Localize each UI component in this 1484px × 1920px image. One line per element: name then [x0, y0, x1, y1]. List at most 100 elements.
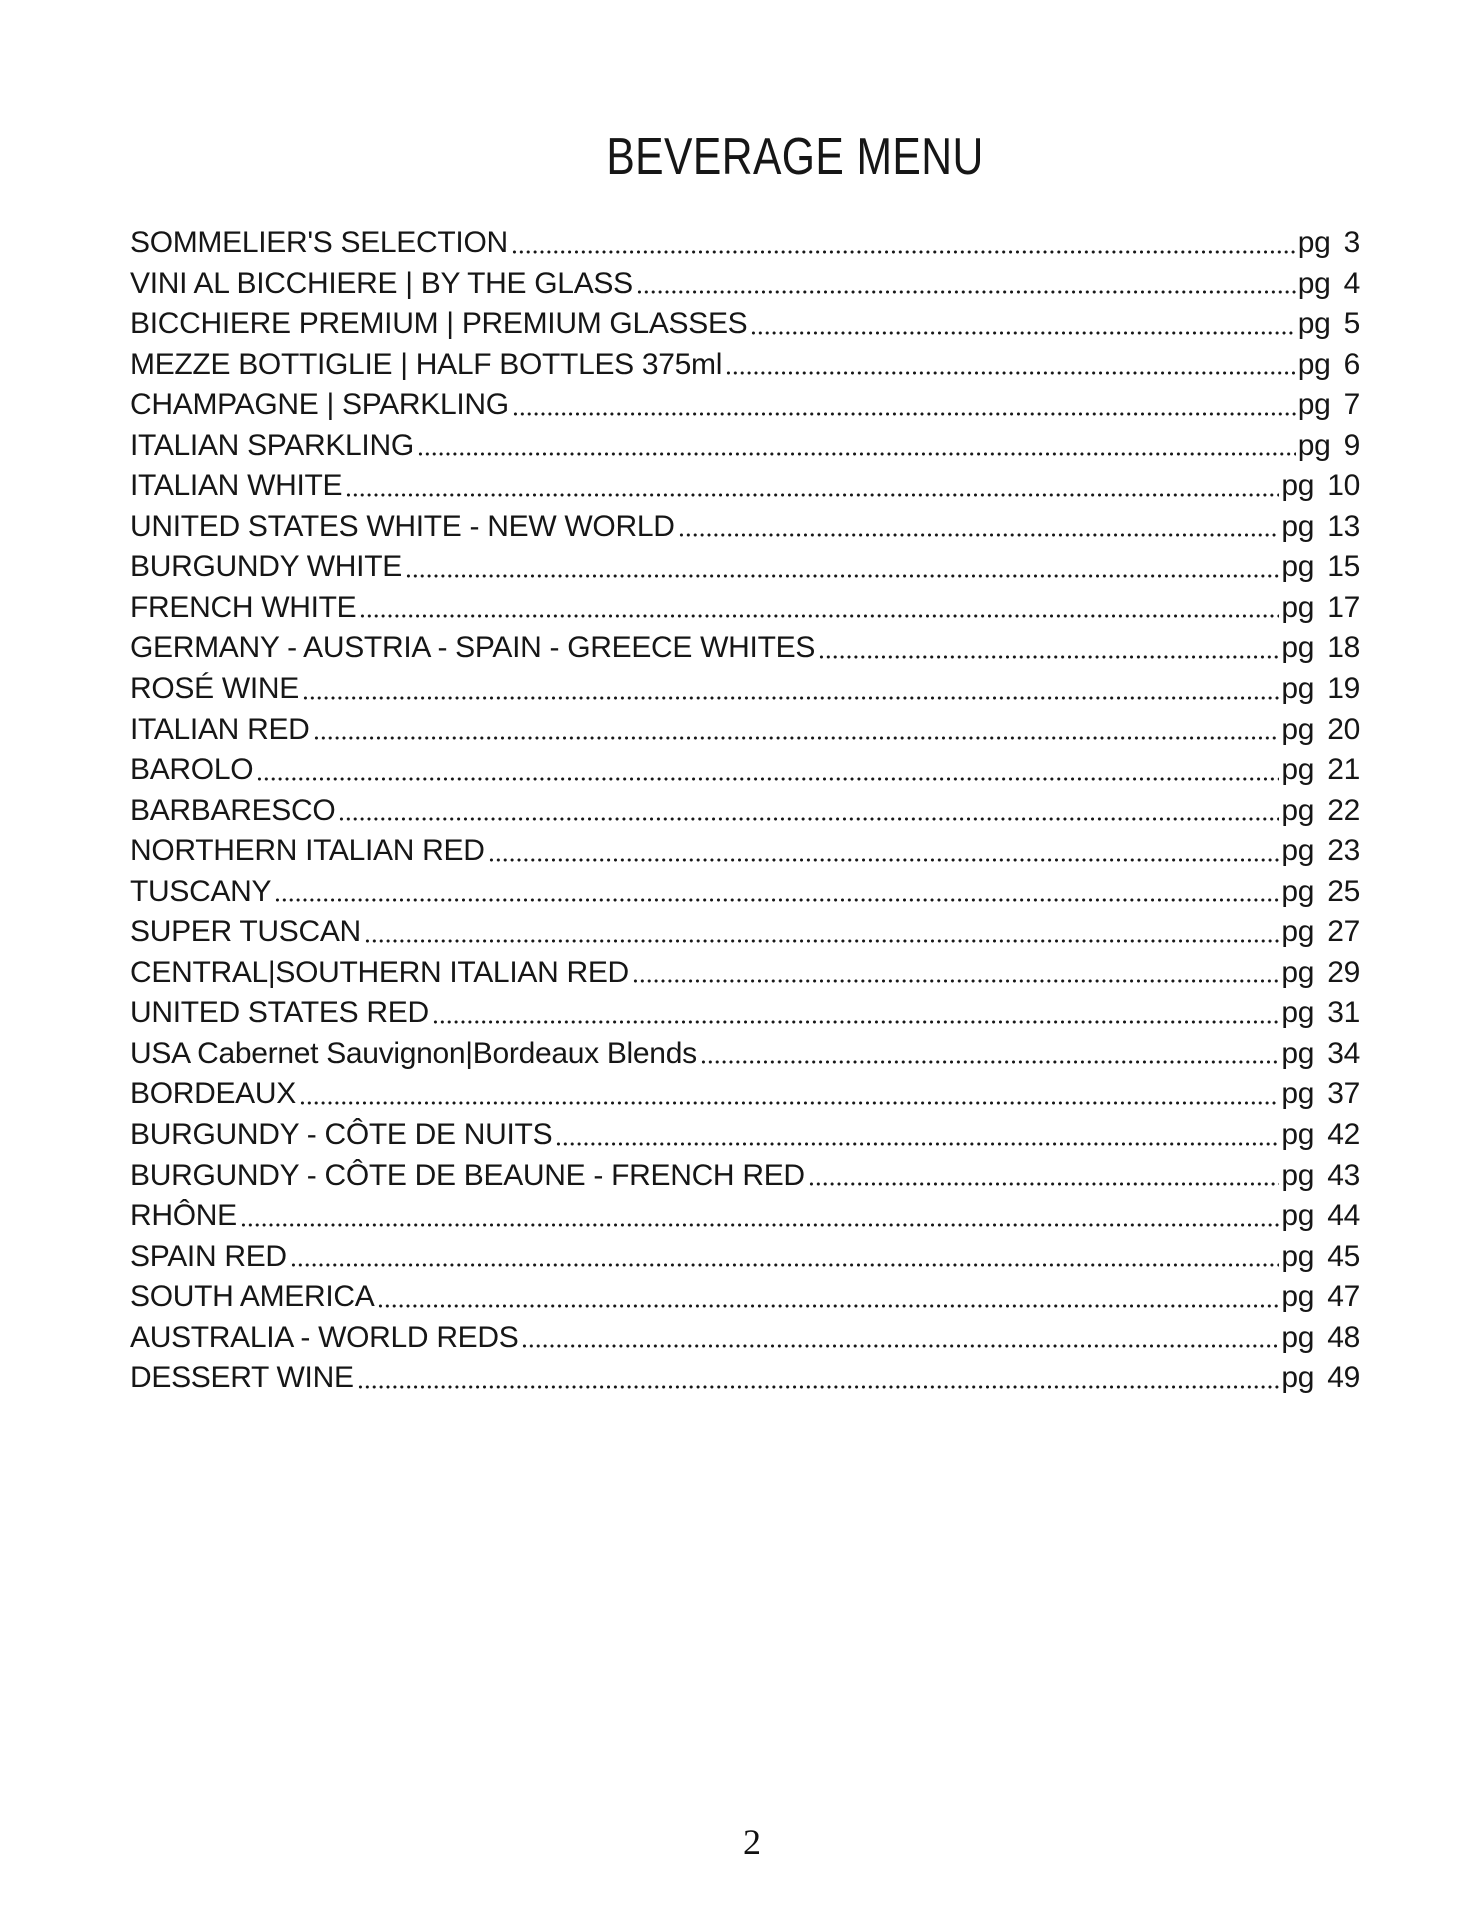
dot-leader	[362, 912, 1280, 953]
toc-entry-page: pg 48	[1281, 1320, 1360, 1354]
toc-entry-label: TUSCANY	[130, 874, 272, 908]
toc-entry[interactable]: CHAMPAGNE | SPARKLING pg 7	[130, 385, 1360, 426]
toc-entry-label: RHÔNE	[130, 1199, 237, 1233]
dot-leader	[676, 506, 1280, 548]
toc-entry[interactable]: UNITED STATES WHITE - NEW WORLD pg 13	[130, 506, 1360, 548]
toc-entry-label: BURGUNDY WHITE	[130, 550, 402, 584]
dot-leader	[311, 709, 1280, 751]
toc-entry[interactable]: UNITED STATES RED pg 31	[130, 993, 1360, 1034]
toc-entry-page: pg 49	[1281, 1361, 1360, 1395]
toc-entry[interactable]: BICCHIERE PREMIUM | PREMIUM GLASSES pg 5	[130, 304, 1360, 345]
toc-entry-page: pg 29	[1281, 955, 1360, 989]
toc-entry[interactable]: BURGUNDY WHITE pg 15	[130, 547, 1360, 588]
toc-entry-page: pg 45	[1281, 1239, 1360, 1273]
toc-entry-page: pg 19	[1281, 672, 1360, 706]
toc-entry-page: pg 42	[1281, 1118, 1360, 1152]
toc-entry-label: CENTRAL|SOUTHERN ITALIAN RED	[130, 955, 629, 989]
toc-entry-page: pg 37	[1281, 1077, 1360, 1111]
toc-entry-page: pg 17	[1281, 590, 1360, 624]
toc-entry[interactable]: ITALIAN SPARKLING pg 9	[130, 425, 1361, 467]
toc-entry[interactable]: BAROLO pg 21	[130, 750, 1360, 791]
toc-entry-label: UNITED STATES RED	[130, 996, 429, 1030]
toc-entry-page: pg 9	[1297, 428, 1361, 462]
dot-leader	[344, 466, 1280, 507]
dot-leader	[355, 1358, 1280, 1399]
toc-entry-page: pg 27	[1281, 915, 1360, 949]
toc-entry-page: pg 22	[1281, 793, 1360, 827]
toc-entry[interactable]: CENTRAL|SOUTHERN ITALIAN RED pg 29	[130, 952, 1360, 994]
toc-entry-label: BAROLO	[130, 753, 254, 787]
dot-leader	[300, 669, 1280, 710]
dot-leader	[698, 1033, 1280, 1075]
toc-entry-page: pg 47	[1281, 1280, 1360, 1314]
toc-entry[interactable]: ROSÉ WINE pg 19	[130, 669, 1360, 710]
toc-entry-label: ITALIAN RED	[130, 712, 310, 746]
toc-entry[interactable]: USA Cabernet Sauvignon|Bordeaux Blends p…	[130, 1033, 1360, 1075]
toc-entry-label: ITALIAN WHITE	[130, 469, 343, 503]
dot-leader	[510, 385, 1296, 426]
toc-entry-label: BURGUNDY - CÔTE DE BEAUNE - FRENCH RED	[130, 1158, 805, 1192]
dot-leader	[634, 263, 1296, 305]
toc-entry-label: CHAMPAGNE | SPARKLING	[130, 388, 509, 422]
toc-entry[interactable]: BURGUNDY - CÔTE DE NUITS pg 42	[130, 1115, 1360, 1156]
page-title: BEVERAGE MENU	[606, 128, 984, 186]
toc-entry[interactable]: RHÔNE pg 44	[130, 1196, 1360, 1237]
toc-entry[interactable]: SOUTH AMERICA pg 47	[130, 1277, 1360, 1318]
toc-entry[interactable]: VINI AL BICCHIERE | BY THE GLASS pg 4	[130, 263, 1360, 305]
dot-leader	[509, 223, 1296, 264]
toc-entry-label: BICCHIERE PREMIUM | PREMIUM GLASSES	[130, 307, 748, 341]
page-number-footer: 2	[10, 1822, 1484, 1862]
toc-entry-label: SOUTH AMERICA	[130, 1280, 375, 1314]
toc-entry-page: pg 34	[1281, 1036, 1360, 1070]
dot-leader	[288, 1236, 1280, 1278]
toc-entry[interactable]: SOMMELIER'S SELECTION pg 3	[130, 223, 1360, 264]
toc-entry-page: pg 43	[1281, 1158, 1360, 1192]
toc-entry[interactable]: ITALIAN WHITE pg 10	[130, 466, 1360, 507]
toc-entry-page: pg 13	[1281, 509, 1360, 543]
toc-entry-page: pg 7	[1297, 388, 1361, 422]
toc-entry-page: pg 3	[1297, 226, 1361, 259]
toc-entry-label: BURGUNDY - CÔTE DE NUITS	[130, 1118, 553, 1152]
toc-entry-page: pg 10	[1281, 469, 1360, 503]
toc-entry-label: SOMMELIER'S SELECTION	[130, 226, 508, 259]
toc-entry-page: pg 23	[1281, 834, 1360, 868]
dot-leader	[724, 344, 1296, 386]
toc-entry[interactable]: BURGUNDY - CÔTE DE BEAUNE - FRENCH RED p…	[130, 1155, 1360, 1197]
toc-entry-label: VINI AL BICCHIERE | BY THE GLASS	[130, 266, 633, 300]
toc-entry-label: UNITED STATES WHITE - NEW WORLD	[130, 509, 675, 543]
toc-entry[interactable]: GERMANY - AUSTRIA - SPAIN - GREECE WHITE…	[130, 628, 1360, 670]
toc-entry-page: pg 31	[1281, 996, 1360, 1030]
toc-entry-label: NORTHERN ITALIAN RED	[130, 834, 485, 868]
toc-entry[interactable]: AUSTRALIA - WORLD REDS pg 48	[130, 1317, 1360, 1359]
toc-entry[interactable]: NORTHERN ITALIAN RED pg 23	[130, 831, 1360, 872]
toc-entry-page: pg 44	[1281, 1199, 1360, 1233]
toc-entry[interactable]: TUSCANY pg 25	[130, 871, 1360, 913]
toc-entry-label: DESSERT WINE	[130, 1361, 354, 1395]
toc-entry-label: BORDEAUX	[130, 1077, 296, 1111]
dot-leader	[520, 1317, 1280, 1359]
dot-leader	[486, 831, 1280, 872]
dot-leader	[806, 1155, 1280, 1197]
toc-entry-label: MEZZE BOTTIGLIE | HALF BOTTLES 375ml	[130, 347, 723, 381]
dot-leader	[554, 1115, 1280, 1156]
dot-leader	[337, 790, 1280, 832]
toc-entry[interactable]: DESSERT WINE pg 49	[130, 1358, 1360, 1399]
toc-entry[interactable]: SUPER TUSCAN pg 27	[130, 912, 1360, 953]
toc-entry-label: SUPER TUSCAN	[130, 915, 361, 949]
dot-leader	[630, 952, 1280, 994]
dot-leader	[297, 1074, 1280, 1116]
toc-entry[interactable]: BORDEAUX pg 37	[130, 1074, 1360, 1116]
table-of-contents: SOMMELIER'S SELECTION pg 3 VINI AL BICCH…	[130, 223, 1360, 1399]
dot-leader	[749, 304, 1296, 345]
toc-entry-label: ITALIAN SPARKLING	[130, 428, 414, 462]
toc-entry-label: USA Cabernet Sauvignon|Bordeaux Blends	[130, 1036, 697, 1070]
toc-entry[interactable]: SPAIN RED pg 45	[130, 1236, 1360, 1278]
toc-entry-page: pg 15	[1281, 550, 1360, 584]
toc-entry[interactable]: ITALIAN RED pg 20	[130, 709, 1360, 751]
toc-entry-page: pg 25	[1281, 874, 1360, 908]
page-number: 2	[743, 1822, 761, 1862]
toc-entry[interactable]: MEZZE BOTTIGLIE | HALF BOTTLES 375ml pg …	[130, 344, 1360, 386]
toc-entry[interactable]: FRENCH WHITE pg 17	[130, 587, 1360, 629]
toc-entry[interactable]: BARBARESCO pg 22	[130, 790, 1360, 832]
